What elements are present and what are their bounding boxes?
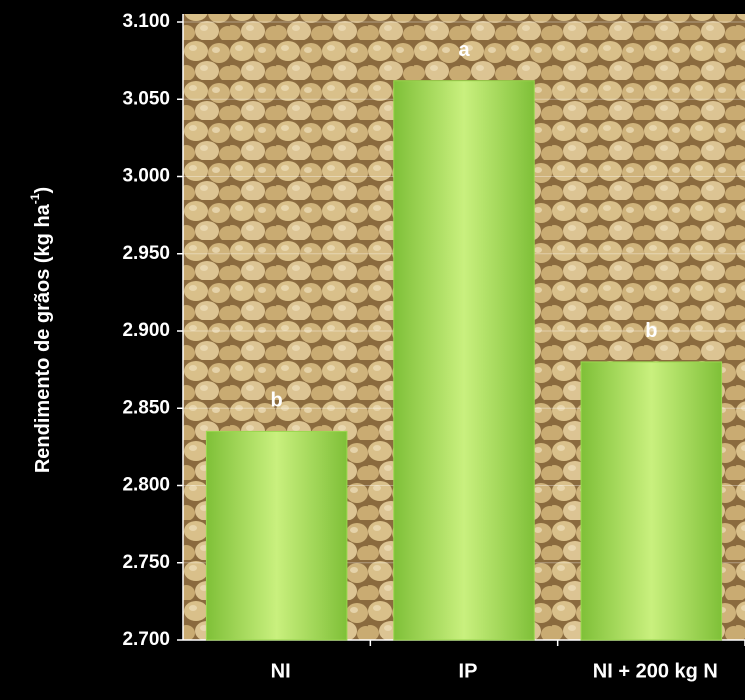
- bar: [580, 361, 723, 641]
- y-axis-label-end: ): [32, 187, 54, 194]
- y-tick-label: 2.700: [122, 629, 170, 650]
- bar: [205, 430, 348, 641]
- y-tick-label: 3.000: [122, 166, 170, 187]
- x-tick-label: NI + 200 kg N: [593, 660, 718, 682]
- annotation: a: [458, 39, 470, 61]
- x-tick-label: NI: [271, 660, 291, 682]
- bar: [393, 80, 535, 641]
- y-tick-label: 2.800: [122, 475, 170, 496]
- y-axis-label-sup: -1: [28, 193, 42, 204]
- annotation: b: [271, 390, 283, 412]
- annotation: b: [645, 320, 657, 342]
- y-tick-label: 2.900: [122, 320, 170, 341]
- y-tick-label: 2.850: [122, 397, 170, 418]
- y-tick-label: 2.750: [122, 552, 170, 573]
- y-tick-label: 2.950: [122, 243, 170, 264]
- x-tick-label: IP: [459, 660, 478, 682]
- y-axis-label-text: Rendimento de grãos (kg ha: [32, 203, 54, 473]
- y-axis-label: Rendimento de grãos (kg ha-1): [28, 187, 54, 473]
- y-tick-label: 3.050: [122, 88, 170, 109]
- y-tick-label: 3.100: [122, 11, 170, 32]
